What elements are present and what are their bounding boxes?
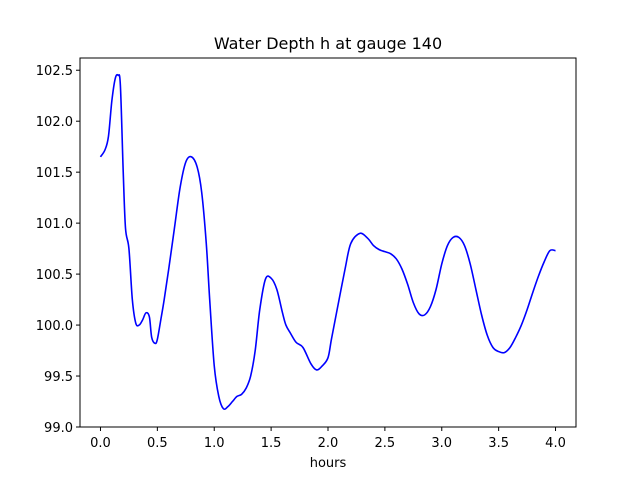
plot-area [99,73,556,410]
y-tick-label: 102.0 [36,115,73,130]
x-tick-label: 3.0 [431,436,452,451]
x-tick-label: 2.0 [318,436,339,451]
x-tick-label: 1.5 [261,436,282,451]
x-tick-label: 0.0 [90,436,111,451]
x-axis-ticks: 0.0 0.5 1.0 1.5 2.0 2.5 3.0 3.5 4.0 [90,427,566,451]
chart-title: Water Depth h at gauge 140 [214,34,442,53]
y-tick-label: 102.5 [36,64,73,79]
y-tick-label: 101.5 [36,166,73,181]
x-tick-label: 1.0 [204,436,225,451]
y-axis-ticks: 99.0 99.5 100.0 100.5 101.0 101.5 102.0 102.5 [36,64,80,436]
y-tick-label: 100.0 [36,319,73,334]
series-line [99,73,556,410]
y-tick-label: 101.0 [36,217,73,232]
x-tick-label: 4.0 [545,436,566,451]
x-tick-label: 0.5 [147,436,168,451]
y-tick-label: 100.5 [36,268,73,283]
plot-frame [79,57,577,428]
x-tick-label: 3.5 [488,436,509,451]
x-axis-label: hours [310,456,347,471]
y-tick-label: 99.0 [44,421,73,436]
x-tick-label: 2.5 [375,436,396,451]
y-tick-label: 99.5 [44,370,73,385]
